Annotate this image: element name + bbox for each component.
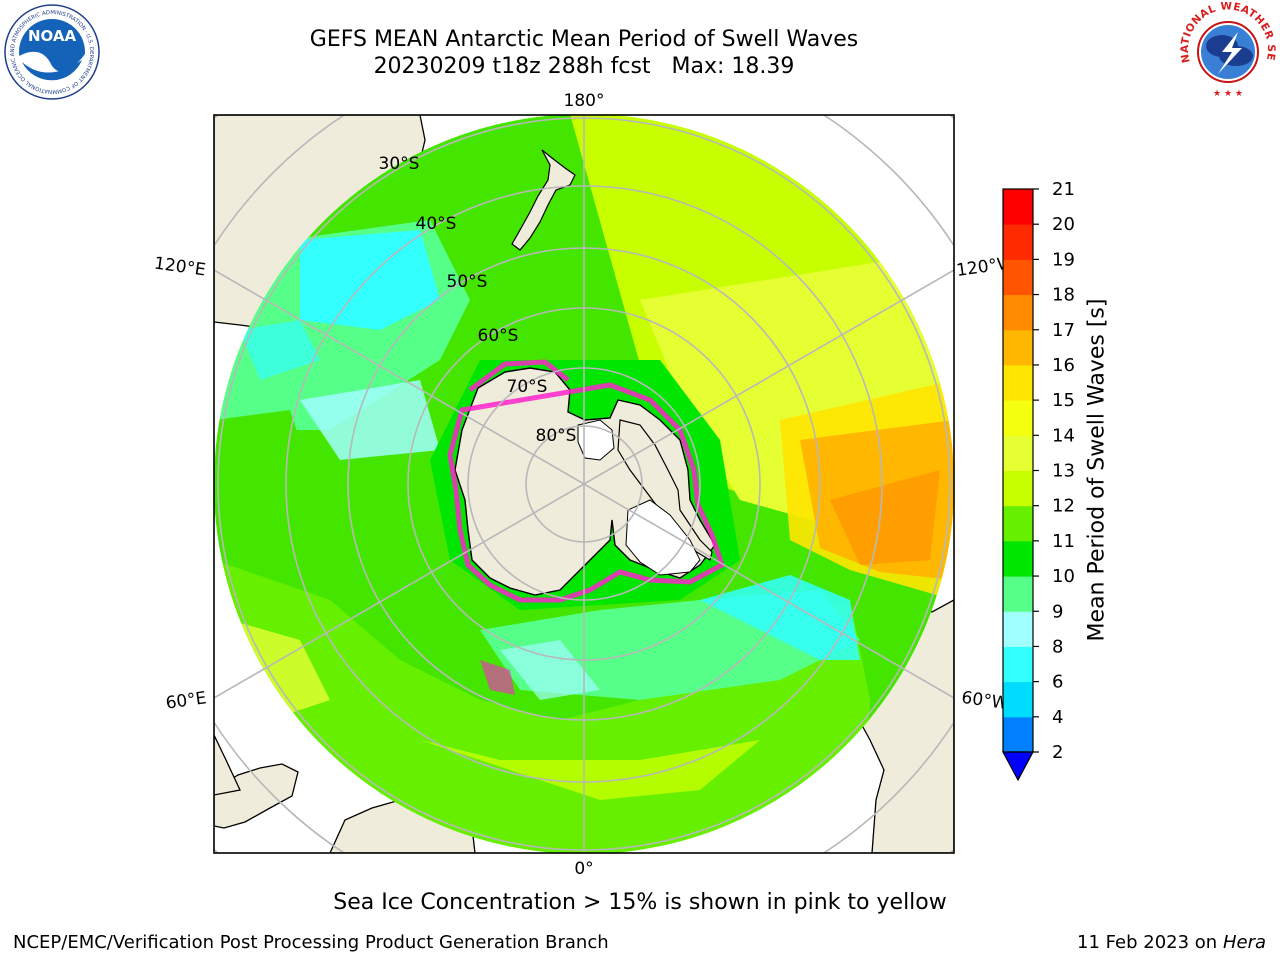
colorbar-tick-label: 16 [1052, 355, 1075, 376]
graticule [214, 115, 954, 853]
colorbar-swatch [1003, 364, 1033, 401]
colorbar-tick-label: 13 [1052, 461, 1075, 482]
colorbar-tick-label: 18 [1052, 285, 1075, 306]
colorbar-swatch [1003, 540, 1033, 577]
colorbar-tick-label: 12 [1052, 496, 1075, 517]
colorbar-swatch [1003, 189, 1033, 225]
colorbar-tick-label: 17 [1052, 320, 1075, 341]
map-panel [214, 115, 954, 853]
footer-date-text: 11 Feb 2023 on [1077, 932, 1218, 953]
land-new-zealand [511, 149, 576, 251]
max-value: Max: 18.39 [671, 54, 795, 79]
colorbar-tick-label: 9 [1052, 601, 1063, 622]
lat-label-30s: 30°S [379, 154, 420, 174]
lon-label-60e: 60°E [165, 688, 208, 713]
colorbar-tick-label: 6 [1052, 672, 1063, 693]
lon-label-180: 180° [564, 91, 605, 111]
colorbar-tick-label: 10 [1052, 566, 1075, 587]
colorbar-swatch [1003, 681, 1033, 718]
chart-subtitle: 20230209 t18z 288h fcst Max: 18.39 [0, 54, 1168, 79]
colorbar-swatch [1003, 716, 1033, 753]
colorbar-tick-label: 19 [1052, 249, 1075, 270]
colorbar-swatch [1003, 259, 1033, 296]
land-india-edge [214, 734, 241, 796]
colorbar [1001, 188, 1035, 782]
noaa-logo-text: NOAA [28, 27, 77, 45]
footer-host: Hera [1222, 932, 1266, 953]
lon-label-120e: 120°E [153, 253, 207, 280]
lat-label-80s: 80°S [536, 426, 577, 446]
run-info: 20230209 t18z 288h fcst [373, 54, 651, 79]
lat-label-50s: 50°S [447, 272, 488, 292]
lat-label-40s: 40°S [416, 214, 457, 234]
lat-label-70s: 70°S [507, 377, 548, 397]
noaa-logo: NOAA NATIONAL OCEANIC AND ATMOSPHERIC AD… [2, 4, 100, 100]
colorbar-tick-label: 14 [1052, 425, 1075, 446]
colorbar-tick-label: 15 [1052, 390, 1075, 411]
colorbar-swatch [1003, 611, 1033, 647]
nws-logo: NATIONAL WEATHER SERVICE ★ ★ ★ [1178, 2, 1277, 99]
colorbar-swatch [1003, 400, 1033, 436]
colorbar-swatch [1003, 329, 1033, 366]
colorbar-swatch [1003, 435, 1033, 471]
lat-label-60s: 60°S [478, 326, 519, 346]
lon-label-60w: 60°W [960, 688, 1009, 714]
colorbar-tick-label: 4 [1052, 707, 1063, 728]
land-antarctic-peninsula [617, 419, 713, 561]
colorbar-tick-label: 2 [1052, 742, 1063, 763]
colorbar-under-arrow [1001, 751, 1035, 782]
colorbar-swatch [1003, 505, 1033, 542]
colorbar-swatch [1003, 224, 1033, 260]
colorbar-tick-label: 8 [1052, 636, 1063, 657]
colorbar-ticks: 2 4 6 8 9 10 11 12 13 14 15 16 17 18 19 20 21 [1033, 179, 1075, 763]
colorbar-swatch [1003, 470, 1033, 507]
chart-title: GEFS MEAN Antarctic Mean Period of Swell… [309, 27, 859, 52]
colorbar-swatch [1003, 576, 1033, 612]
colorbar-tick-label: 21 [1052, 179, 1075, 200]
lon-label-0: 0° [574, 859, 593, 879]
colorbar-swatch [1003, 646, 1033, 683]
footer-date: 11 Feb 2023 on Hera [1077, 932, 1266, 953]
map-frame [213, 114, 955, 854]
colorbar-tick-label: 20 [1052, 214, 1075, 235]
nws-stars: ★ ★ ★ [1213, 89, 1243, 99]
sea-ice-note: Sea Ice Concentration > 15% is shown in … [333, 890, 947, 915]
colorbar-tick-label: 11 [1052, 531, 1075, 552]
colorbar-label: Mean Period of Swell Waves [s] [1084, 298, 1110, 642]
footer-credit: NCEP/EMC/Verification Post Processing Pr… [13, 932, 609, 953]
colorbar-swatch [1003, 294, 1033, 331]
